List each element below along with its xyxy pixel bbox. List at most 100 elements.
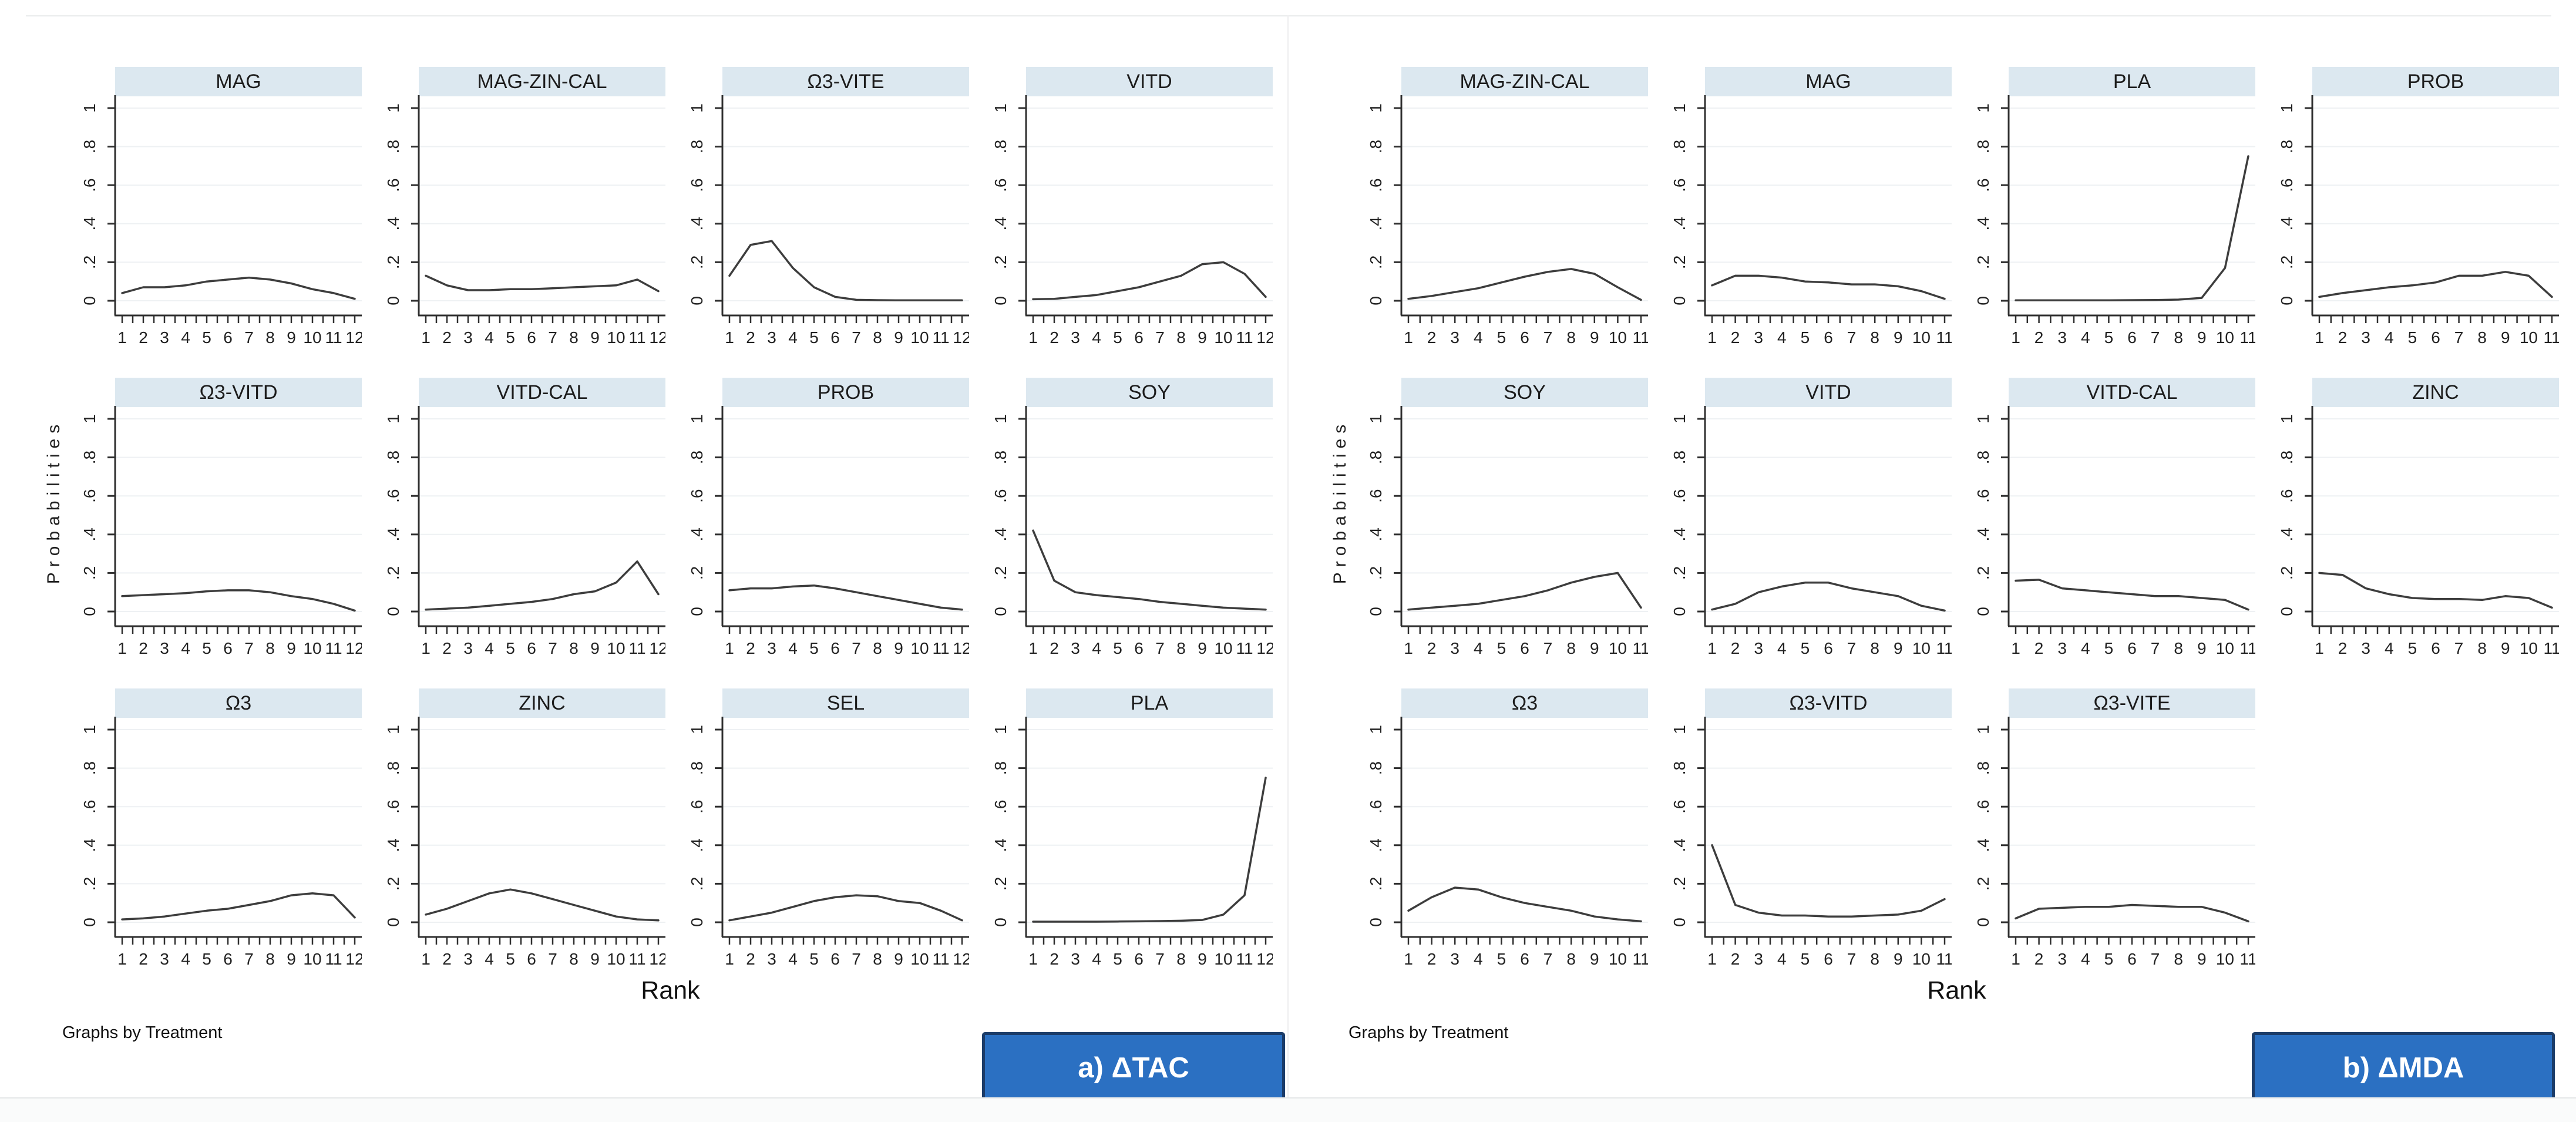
x-tick-label: 8 xyxy=(2477,328,2487,347)
y-tick-label: .2 xyxy=(80,256,99,269)
y-tick-label: 1 xyxy=(688,725,706,734)
subplot-cell: PLA 0.2.4.6.8 1 1 2 3 4 5 6 7 8 9 10 11 12 xyxy=(979,687,1275,990)
x-tick-label: 4 xyxy=(2081,950,2090,968)
subplot-title-bar xyxy=(722,688,969,718)
caption-button-a[interactable]: a) ΔTAC xyxy=(982,1032,1285,1104)
x-tick-label: 11 xyxy=(628,328,645,347)
x-tick-label: 1 xyxy=(1707,950,1717,968)
subplot-cell: MAG 0.2.4.6.8 1 1 2 3 4 5 6 7 8 9 10 11 xyxy=(1658,66,1953,368)
subplot-title-bar xyxy=(2009,378,2255,407)
subplot-title: SEL xyxy=(827,692,865,714)
x-tick-label: 2 xyxy=(1427,328,1437,347)
y-tick-label: .2 xyxy=(80,877,99,891)
x-tick-label: 11 xyxy=(2239,639,2255,657)
subplot-title: VITD xyxy=(1805,381,1851,404)
x-tick-label: 8 xyxy=(1176,950,1186,968)
y-tick-label: .2 xyxy=(384,566,402,580)
x-tick-label: 1 xyxy=(117,950,127,968)
x-tick-label: 8 xyxy=(265,950,275,968)
caption-button-b[interactable]: b) ΔMDA xyxy=(2252,1032,2555,1104)
y-tick-label: 1 xyxy=(2278,103,2296,113)
y-tick-label: .4 xyxy=(688,528,706,541)
y-tick-label: .4 xyxy=(991,528,1010,541)
x-tick-label: 1 xyxy=(2011,639,2020,657)
x-tick-label: 4 xyxy=(1092,639,1101,657)
y-tick-label: .2 xyxy=(2278,566,2296,580)
x-tick-label: 1 xyxy=(2315,639,2324,657)
x-tick-label: 7 xyxy=(548,950,557,968)
y-tick-label: .2 xyxy=(1670,256,1689,269)
y-tick-label: 1 xyxy=(1670,103,1689,113)
x-tick-label: 9 xyxy=(2501,639,2510,657)
graphs-by-note: Graphs by Treatment xyxy=(62,1023,223,1042)
rank-probability-curve xyxy=(1032,777,1267,923)
x-tick-label: 5 xyxy=(2104,950,2114,968)
rank-probability-curve xyxy=(1711,274,1946,300)
x-tick-label: 4 xyxy=(1092,950,1101,968)
subplot-cell: SEL 0.2.4.6.8 1 1 2 3 4 5 6 7 8 9 10 11 12 xyxy=(675,687,971,990)
x-tick-label: 2 xyxy=(2338,328,2348,347)
subplot-title-bar xyxy=(1401,688,1648,718)
x-tick-label: 2 xyxy=(746,639,755,657)
y-tick-label: 1 xyxy=(1974,414,1992,424)
y-tick-label: .2 xyxy=(991,256,1010,269)
x-tick-label: 6 xyxy=(1520,950,1529,968)
rank-probability-curve xyxy=(728,240,963,302)
y-tick-label: .6 xyxy=(991,800,1010,814)
x-tick-label: 10 xyxy=(910,639,929,657)
y-tick-label: 1 xyxy=(991,103,1010,113)
x-tick-label: 9 xyxy=(287,639,296,657)
x-tick-label: 1 xyxy=(725,639,734,657)
rank-probability-curve xyxy=(1407,268,1642,301)
rank-probability-curve xyxy=(1032,529,1267,611)
x-tick-label: 1 xyxy=(1404,950,1413,968)
rank-probability-curve xyxy=(1711,844,1946,918)
x-tick-label: 3 xyxy=(463,639,473,657)
subplot-title: MAG-ZIN-CAL xyxy=(477,70,607,93)
x-tick-label: 7 xyxy=(2151,950,2160,968)
x-tick-label: 7 xyxy=(548,328,557,347)
x-tick-label: 6 xyxy=(527,639,536,657)
subplot-title-bar xyxy=(419,378,665,407)
x-tick-label: 2 xyxy=(1050,328,1059,347)
x-tick-label: 12 xyxy=(649,950,665,968)
x-tick-label: 4 xyxy=(788,328,798,347)
x-tick-label: 1 xyxy=(2315,328,2324,347)
x-tick-label: 1 xyxy=(1028,328,1038,347)
y-tick-label: .8 xyxy=(991,761,1010,775)
x-tick-label: 10 xyxy=(607,328,625,347)
x-tick-label: 10 xyxy=(1609,639,1627,657)
y-tick-label: 0 xyxy=(2278,296,2296,305)
y-tick-label: 1 xyxy=(384,414,402,424)
x-tick-label: 11 xyxy=(932,328,949,347)
x-tick-label: 10 xyxy=(1214,950,1232,968)
figure-panel-a: Probabilities MAG 0.2.4.6.8 1 1 2 3 4 5 6 7 8 9 10 11 1… xyxy=(23,53,1286,1104)
x-tick-label: 3 xyxy=(2057,639,2067,657)
subplot-cell: VITD 0.2.4.6.8 1 1 2 3 4 5 6 7 8 9 10 11 12 xyxy=(979,66,1275,368)
y-tick-label: .8 xyxy=(2278,451,2296,464)
x-tick-label: 7 xyxy=(852,639,861,657)
y-tick-label: 0 xyxy=(2278,607,2296,616)
y-tick-label: 0 xyxy=(991,296,1010,305)
x-tick-label: 2 xyxy=(442,639,452,657)
y-tick-label: 0 xyxy=(384,296,402,305)
x-tick-label: 6 xyxy=(1134,328,1144,347)
x-tick-label: 5 xyxy=(1497,639,1506,657)
x-tick-label: 8 xyxy=(2174,639,2183,657)
x-tick-label: 10 xyxy=(910,328,929,347)
y-tick-label: .6 xyxy=(2278,489,2296,503)
y-tick-label: .6 xyxy=(688,489,706,503)
y-tick-label: .8 xyxy=(1670,140,1689,153)
x-tick-label: 11 xyxy=(1936,950,1952,968)
x-tick-label: 10 xyxy=(1609,950,1627,968)
x-tick-label: 6 xyxy=(1520,639,1529,657)
subplot-cell: SOY 0.2.4.6.8 1 1 2 3 4 5 6 7 8 9 10 11 12 xyxy=(979,377,1275,679)
y-tick-label: .4 xyxy=(1367,528,1385,541)
subplot-title: Ω3-VITD xyxy=(199,381,277,404)
rank-probability-curve xyxy=(425,274,660,293)
